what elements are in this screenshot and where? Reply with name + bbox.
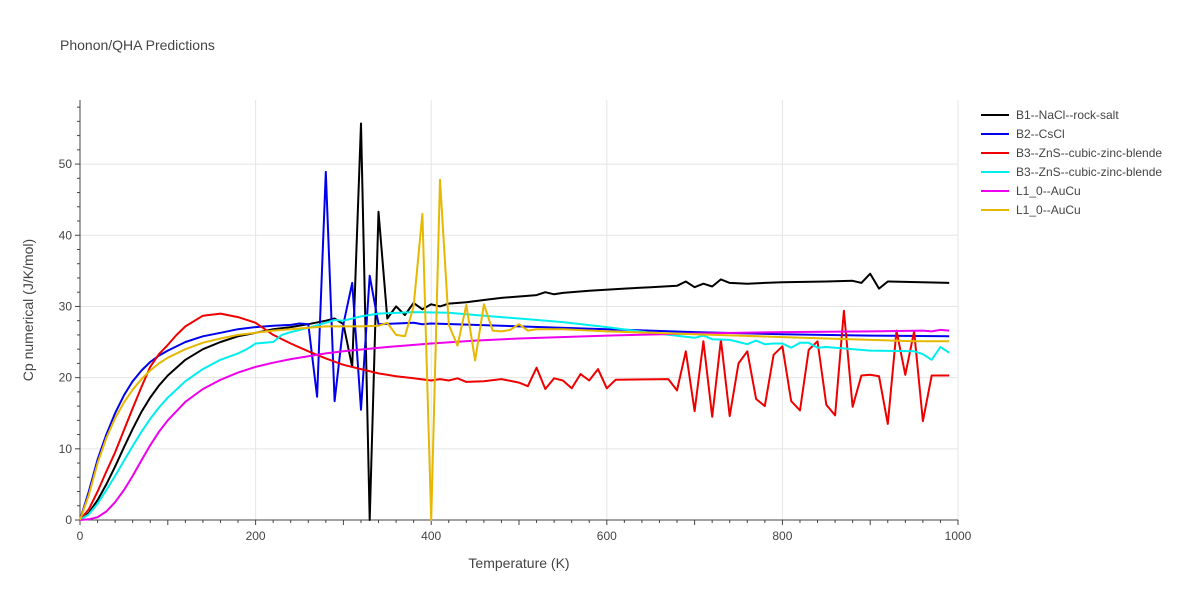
legend-item[interactable]: B1--NaCl--rock-salt bbox=[981, 108, 1119, 122]
y-tick-label: 0 bbox=[65, 513, 72, 527]
series-line-4 bbox=[79, 311, 950, 521]
legend-label: L1_0--AuCu bbox=[1016, 184, 1081, 198]
series-line-6 bbox=[79, 178, 950, 521]
legend-label: B1--NaCl--rock-salt bbox=[1016, 108, 1119, 122]
legend-label: B3--ZnS--cubic-zinc-blende bbox=[1016, 165, 1162, 179]
x-tick-label: 400 bbox=[421, 529, 441, 543]
x-tick-label: 200 bbox=[246, 529, 266, 543]
legend-label: B3--ZnS--cubic-zinc-blende bbox=[1016, 146, 1162, 160]
y-axis-ticks: 0 10 20 30 40 50 bbox=[59, 157, 73, 527]
y-axis-title: Cp numerical (J/K/mol) bbox=[20, 239, 36, 381]
legend-item[interactable]: B2--CsCl bbox=[981, 127, 1065, 141]
legend-label: L1_0--AuCu bbox=[1016, 203, 1081, 217]
x-axis-ticks: 0 200 400 600 800 1000 bbox=[77, 529, 972, 543]
legend-item[interactable]: B3--ZnS--cubic-zinc-blende bbox=[981, 146, 1162, 160]
grid bbox=[80, 100, 959, 520]
legend-item[interactable]: L1_0--AuCu bbox=[981, 203, 1081, 217]
plot-area bbox=[79, 122, 950, 521]
y-tick-label: 20 bbox=[59, 371, 73, 385]
series-line-1 bbox=[79, 122, 950, 521]
y-tick-label: 50 bbox=[59, 157, 73, 171]
y-tick-label: 40 bbox=[59, 228, 73, 242]
x-tick-label: 800 bbox=[772, 529, 792, 543]
legend-item[interactable]: B3--ZnS--cubic-zinc-blende bbox=[981, 165, 1162, 179]
series-line-3 bbox=[79, 309, 950, 521]
y-tick-label: 30 bbox=[59, 299, 73, 313]
legend[interactable]: B1--NaCl--rock-salt B2--CsCl B3--ZnS--cubi… bbox=[981, 108, 1162, 217]
x-tick-label: 0 bbox=[77, 529, 84, 543]
y-tick-label: 10 bbox=[59, 442, 73, 456]
series-line-5 bbox=[79, 328, 950, 521]
chart-title: Phonon/QHA Predictions bbox=[60, 37, 215, 53]
x-tick-label: 1000 bbox=[945, 529, 972, 543]
x-axis-title: Temperature (K) bbox=[468, 555, 569, 571]
x-tick-label: 600 bbox=[597, 529, 617, 543]
legend-item[interactable]: L1_0--AuCu bbox=[981, 184, 1081, 198]
axes bbox=[75, 100, 959, 525]
legend-label: B2--CsCl bbox=[1016, 127, 1065, 141]
series-line-2 bbox=[79, 170, 950, 521]
